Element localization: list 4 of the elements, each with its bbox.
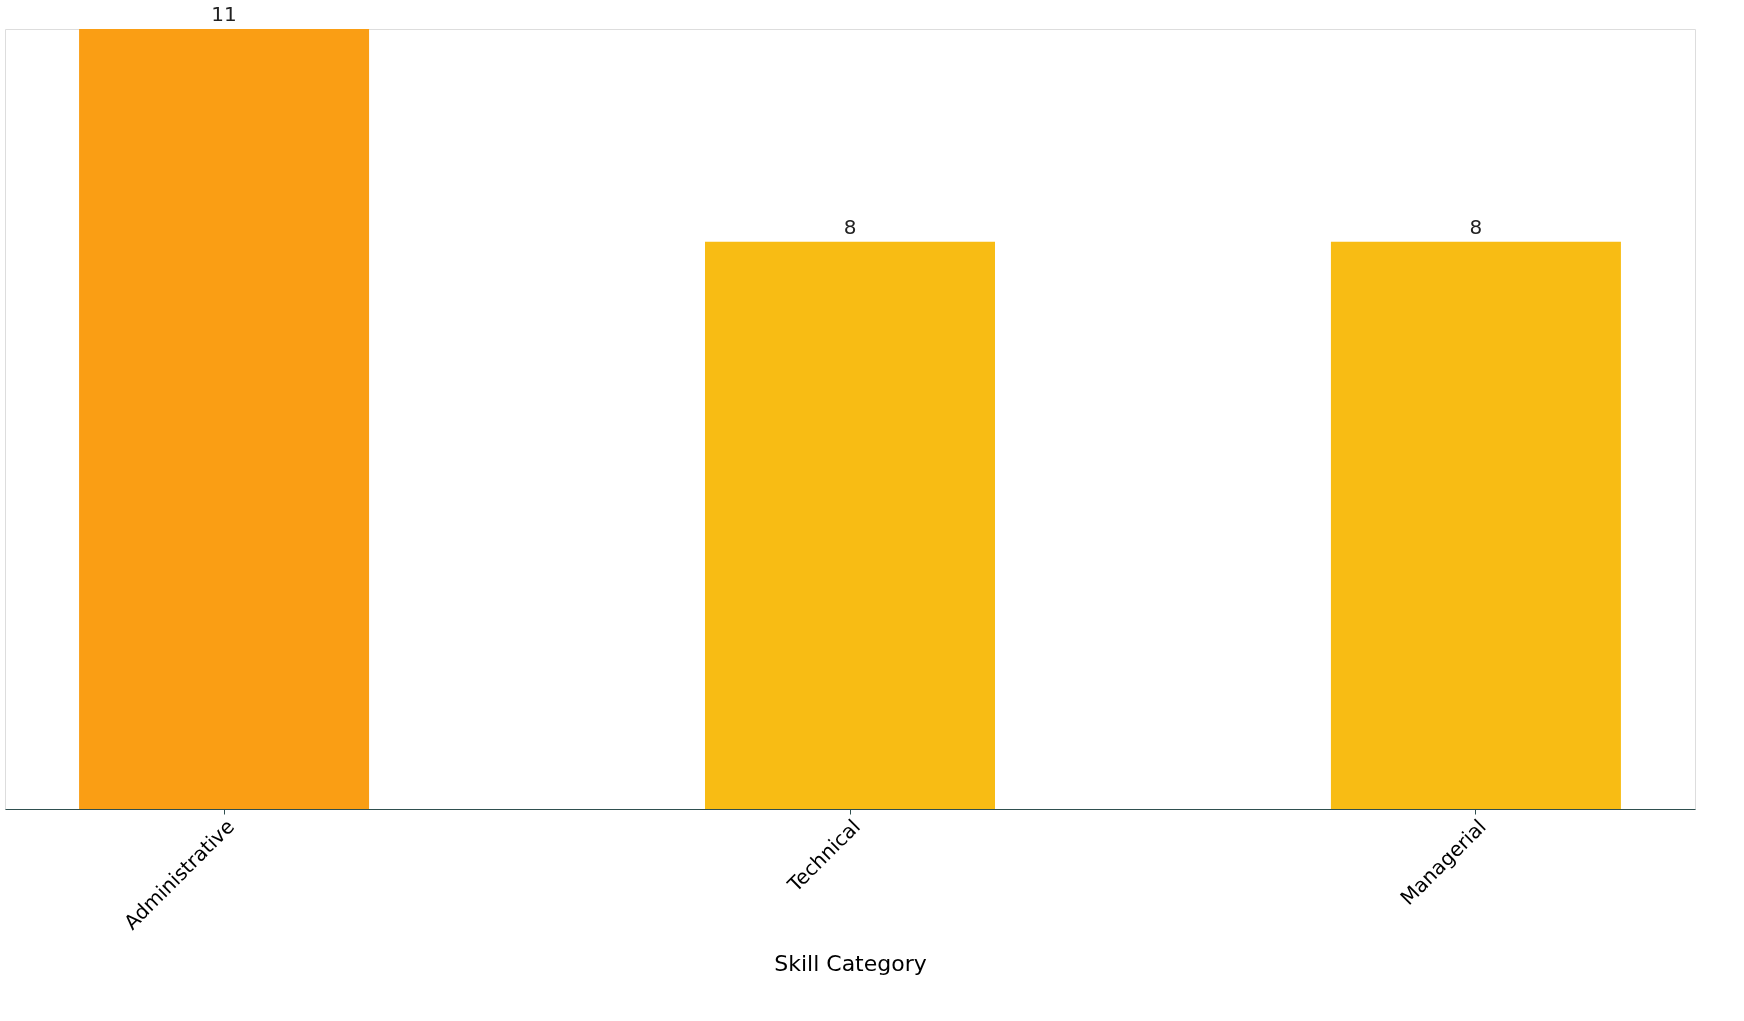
data-label: 11 [211, 2, 237, 26]
data-label: 8 [843, 214, 857, 239]
data-label: 8 [1469, 214, 1483, 239]
x-axis-title: Skill Category [774, 950, 927, 976]
